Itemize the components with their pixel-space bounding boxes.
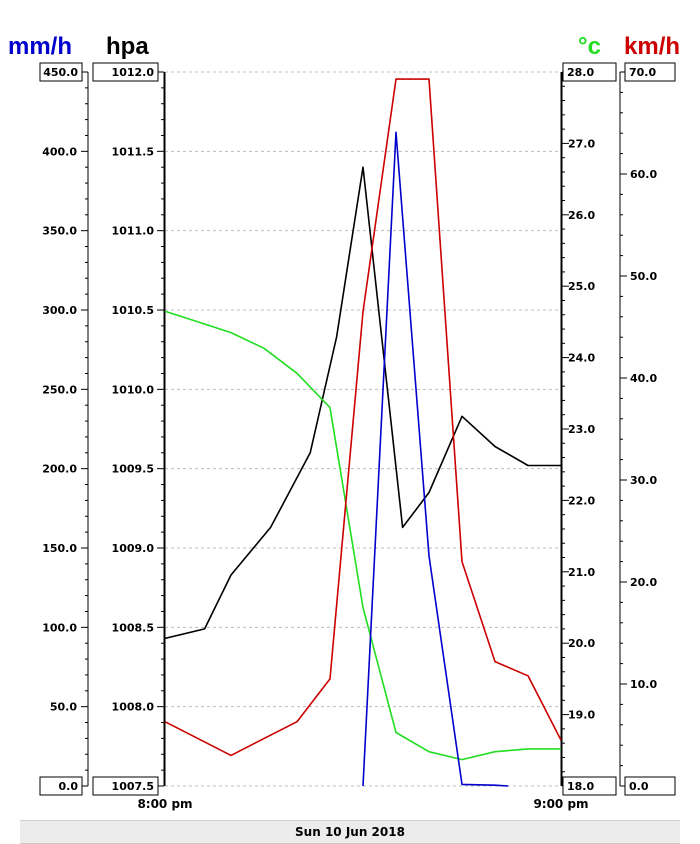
pressure-tick-label: 1010.5 <box>112 304 154 317</box>
rain-tick-label: 0.0 <box>59 780 79 793</box>
temperature-tick-label: 28.0 <box>567 66 594 79</box>
date-label: Sun 10 Jun 2018 <box>295 825 405 839</box>
x-start-label: 8:00 pm <box>137 797 192 811</box>
rain-tick-label: 300.0 <box>42 304 77 317</box>
wind-end-box <box>624 776 676 796</box>
pressure-series-line <box>164 166 561 640</box>
pressure-unit-label: hpa <box>106 33 149 60</box>
temperature-tick-label: 20.0 <box>568 637 595 650</box>
wind-end-box <box>624 62 676 82</box>
rain-tick-label: 400.0 <box>42 145 77 158</box>
rain-tick-label: 450.0 <box>43 66 78 79</box>
temperature-tick-label: 27.0 <box>568 137 595 150</box>
wind-tick-label: 20.0 <box>630 576 657 589</box>
wind-tick-label: 60.0 <box>630 168 657 181</box>
pressure-end-box <box>92 776 159 796</box>
temperature-tick-label: 24.0 <box>568 352 595 365</box>
temperature-tick-label: 22.0 <box>568 494 595 507</box>
grid-lines <box>165 71 561 787</box>
series-group <box>164 78 562 787</box>
temperature-tick-label: 25.0 <box>568 280 595 293</box>
x-end-label: 9:00 pm <box>533 797 588 811</box>
rain-unit-label: mm/h <box>8 33 72 60</box>
wind-series-line <box>164 78 562 757</box>
pressure-tick-label: 1011.5 <box>112 145 154 158</box>
temperature-tick-label: 26.0 <box>568 209 595 222</box>
rain-series-line <box>362 131 509 787</box>
rain-end-box <box>39 62 83 82</box>
wind-tick-label: 40.0 <box>630 372 657 385</box>
pressure-tick-label: 1010.0 <box>112 383 155 396</box>
pressure-tick-label: 1012.0 <box>112 66 155 79</box>
temperature-end-box <box>562 776 617 796</box>
rain-end-box <box>39 776 83 796</box>
rain-tick-label: 350.0 <box>42 225 77 238</box>
temperature-tick-label: 19.0 <box>568 709 595 722</box>
date-footer: Sun 10 Jun 2018 <box>20 820 680 844</box>
pressure-tick-label: 1009.5 <box>112 463 154 476</box>
wind-tick-label: 70.0 <box>629 66 656 79</box>
wind-tick-label: 50.0 <box>630 270 657 283</box>
temperature-tick-label: 18.0 <box>567 780 594 793</box>
pressure-end-box <box>92 62 159 82</box>
temperature-end-box <box>562 62 617 82</box>
axes-group <box>81 71 627 787</box>
pressure-tick-label: 1009.0 <box>112 542 155 555</box>
wind-tick-label: 0.0 <box>629 780 649 793</box>
temperature-tick-label: 23.0 <box>568 423 595 436</box>
pressure-tick-label: 1007.5 <box>112 780 154 793</box>
weather-chart: 0.0 50.0 100.0 150.0 200.0 250.0 300.0 350.0 400… <box>8 33 680 811</box>
pressure-tick-label: 1011.0 <box>112 225 155 238</box>
labels-group: 0.0 50.0 100.0 150.0 200.0 250.0 300.0 350.0 400… <box>8 33 680 811</box>
pressure-tick-label: 1008.5 <box>112 621 154 634</box>
temperature-unit-label: °c <box>578 33 601 60</box>
rain-tick-label: 100.0 <box>42 621 77 634</box>
temperature-tick-label: 21.0 <box>568 566 595 579</box>
rain-tick-label: 150.0 <box>42 542 77 555</box>
rain-tick-label: 200.0 <box>42 463 77 476</box>
temperature-series-line <box>164 310 561 761</box>
wind-unit-label: km/h <box>624 33 680 60</box>
rain-tick-label: 50.0 <box>50 701 77 714</box>
rain-tick-label: 250.0 <box>42 383 77 396</box>
wind-tick-label: 30.0 <box>630 474 657 487</box>
pressure-tick-label: 1008.0 <box>112 701 155 714</box>
wind-tick-label: 10.0 <box>630 678 657 691</box>
